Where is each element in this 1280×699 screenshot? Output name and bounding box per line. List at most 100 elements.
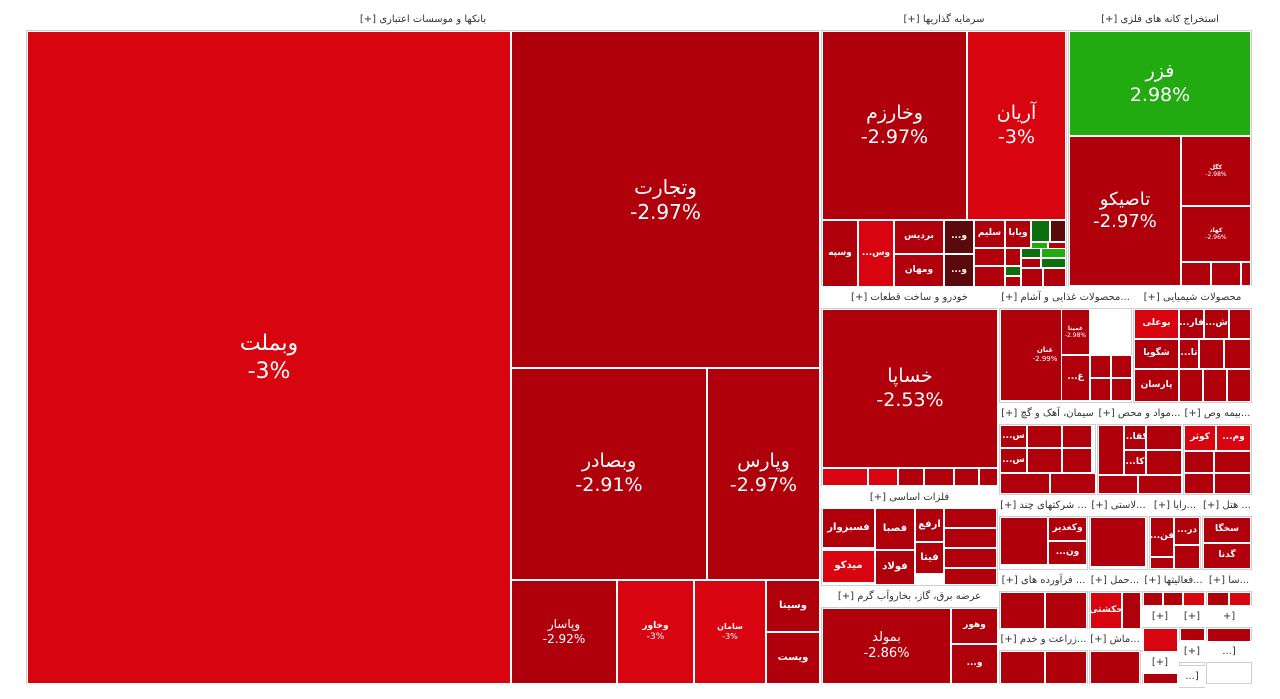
stock-tile-unlabeled[interactable] [1183, 592, 1205, 606]
stock-tile-unlabeled[interactable] [944, 508, 997, 528]
stock-tile-unlabeled[interactable] [1143, 592, 1163, 606]
sector-header-s5[interactable]: [+] [1142, 653, 1178, 674]
sector-header-pharma[interactable]: ...رایا [+] [1149, 496, 1201, 517]
stock-tile-unlabeled[interactable] [1027, 448, 1062, 473]
stock-tile-vyaba[interactable]: ویابا [1005, 220, 1031, 248]
stock-tile-ghmina[interactable]: غمینا -2.98% [1061, 309, 1090, 355]
sector-header-s3[interactable]: [+ [1206, 607, 1252, 628]
stock-tile-von[interactable]: ...ون [1048, 541, 1087, 565]
stock-tile-kehad[interactable]: کهاد -2.96% [1181, 206, 1251, 262]
stock-tile-unlabeled[interactable] [1111, 378, 1132, 401]
stock-tile-vovo[interactable]: ...و [951, 644, 998, 684]
stock-tile-unlabeled[interactable] [868, 468, 898, 486]
stock-tile-fasba[interactable]: فصبا [875, 508, 915, 550]
stock-tile-unlabeled[interactable] [1000, 517, 1048, 565]
stock-tile-unlabeled[interactable] [1214, 473, 1251, 494]
sector-header-invest[interactable]: سرمایه گذاریها [+] [821, 10, 1067, 31]
stock-tile-ghe[interactable]: ...غ [1061, 355, 1090, 401]
stock-tile-saman[interactable]: سامان -3% [694, 580, 766, 684]
stock-tile-unlabeled[interactable] [1098, 475, 1138, 494]
stock-tile-mydko[interactable]: میدکو [822, 550, 875, 583]
stock-tile-kaqa[interactable]: ...کقا [1124, 425, 1146, 450]
stock-tile-sakha[interactable]: سخگا [1203, 517, 1251, 543]
stock-tile-foolad[interactable]: فولاد [875, 550, 915, 585]
stock-tile-kowsar[interactable]: کوثر [1184, 425, 1216, 451]
stock-tile-unlabeled[interactable] [1229, 309, 1251, 339]
stock-tile-vo2[interactable]: ...و [944, 254, 974, 287]
stock-tile-unlabeled[interactable] [1199, 339, 1224, 369]
stock-tile-unlabeled[interactable] [1138, 475, 1182, 494]
stock-tile-unlabeled[interactable] [1146, 450, 1182, 475]
stock-tile-unlabeled[interactable] [1143, 628, 1178, 652]
stock-tile-unlabeled[interactable] [1021, 268, 1043, 287]
sector-header-activ[interactable]: ...فعالیتها [+] [1142, 571, 1205, 592]
stock-tile-unlabeled[interactable] [1021, 248, 1041, 258]
stock-tile-unlabeled[interactable] [944, 568, 997, 585]
stock-tile-unlabeled[interactable] [1163, 592, 1183, 606]
sector-header-s6[interactable]: [+] [1179, 642, 1205, 663]
stock-tile-unlabeled[interactable] [1180, 628, 1205, 641]
stock-tile-unlabeled[interactable] [1027, 425, 1062, 448]
stock-tile-unlabeled[interactable] [1021, 258, 1041, 268]
stock-tile-fan[interactable]: ...فن [1150, 517, 1174, 557]
stock-tile-unlabeled[interactable] [1184, 451, 1214, 473]
stock-tile-unlabeled[interactable] [1090, 355, 1111, 378]
stock-tile-unlabeled[interactable] [1111, 355, 1132, 378]
stock-tile-unlabeled[interactable] [1150, 557, 1174, 569]
stock-tile-unlabeled[interactable] [974, 248, 1005, 266]
stock-tile-unlabeled[interactable] [1174, 545, 1200, 569]
stock-tile-unlabeled[interactable] [1005, 266, 1021, 276]
stock-tile-shta[interactable]: ...تا [1179, 339, 1199, 369]
sector-header-agri[interactable]: ...زراعت و خدم [+] [999, 630, 1088, 651]
sector-header-chem[interactable]: محصولات شیمیایی [+] [1133, 288, 1252, 309]
sector-header-s1[interactable]: [+] [1142, 607, 1178, 628]
stock-tile-shsh[interactable]: ...ش [1204, 309, 1229, 339]
stock-tile-unlabeled[interactable] [1227, 369, 1251, 402]
stock-tile-vsapeh[interactable]: وسپه [822, 220, 858, 287]
stock-tile-unlabeled[interactable] [1224, 339, 1251, 369]
stock-tile-unlabeled[interactable] [924, 468, 954, 486]
stock-tile-unlabeled[interactable] [898, 468, 924, 486]
stock-tile-vbmelat[interactable]: وبملت -3% [27, 31, 511, 684]
sector-header-auto[interactable]: خودرو و ساخت قطعات [+] [821, 288, 998, 309]
stock-tile-shgoya[interactable]: شگویا [1134, 339, 1179, 369]
sector-header-mining[interactable]: استخراج کانه های فلزی [+] [1068, 10, 1252, 31]
stock-tile-unlabeled[interactable] [1203, 369, 1227, 402]
stock-tile-arfa[interactable]: ارفع [915, 508, 944, 542]
stock-tile-tasico[interactable]: تاصیکو -2.97% [1069, 136, 1181, 286]
stock-tile-vhor[interactable]: وهور [951, 608, 998, 644]
stock-tile-unlabeled[interactable] [822, 468, 868, 486]
stock-tile-unlabeled[interactable] [1143, 673, 1178, 684]
stock-tile-unlabeled[interactable] [1062, 448, 1092, 473]
stock-tile-unlabeled[interactable] [1000, 473, 1050, 494]
stock-tile-fita[interactable]: فیتا [915, 542, 944, 574]
stock-tile-unlabeled[interactable] [1050, 473, 1096, 494]
stock-tile-vom[interactable]: ...وم [1216, 425, 1251, 451]
stock-tile-kegol[interactable]: کگل -2.98% [1181, 136, 1251, 206]
stock-tile-shfar[interactable]: ...فار [1179, 309, 1204, 339]
stock-tile-bardis[interactable]: بردیس [894, 220, 944, 254]
stock-tile-unlabeled[interactable] [1229, 592, 1251, 606]
sector-header-cement[interactable]: سیمان، آهک و گچ [+] [999, 404, 1096, 425]
stock-tile-unlabeled[interactable] [1005, 276, 1021, 287]
stock-tile-vsina[interactable]: وسینا [766, 580, 820, 632]
stock-tile-vpars[interactable]: وپارس -2.97% [707, 368, 820, 580]
sector-header-s8[interactable]: [... [1206, 642, 1252, 663]
stock-tile-unlabeled[interactable] [1041, 248, 1066, 258]
stock-tile-unlabeled[interactable] [1207, 592, 1229, 606]
stock-tile-unlabeled[interactable] [1031, 220, 1050, 242]
stock-tile-unlabeled[interactable] [1090, 651, 1140, 684]
stock-tile-vos[interactable]: ...وس [858, 220, 894, 287]
stock-tile-unlabeled[interactable] [1050, 220, 1066, 242]
stock-tile-unlabeled[interactable] [954, 468, 979, 486]
stock-tile-vtejarat[interactable]: وتجارت -2.97% [511, 31, 820, 368]
sector-header-power[interactable]: عرضه برق، گاز، بخاروآب گرم [+] [821, 587, 998, 608]
stock-tile-vbsader[interactable]: وبصادر -2.91% [511, 368, 707, 580]
stock-tile-hakeshti[interactable]: حکشتی [1090, 592, 1122, 629]
stock-tile-fasbzevar[interactable]: فسبزوار [822, 508, 875, 548]
stock-tile-unlabeled[interactable] [1062, 425, 1092, 448]
sector-header-s2[interactable]: [+] [1179, 607, 1205, 628]
stock-tile-vmahan[interactable]: ومهان [894, 254, 944, 287]
stock-tile-unlabeled[interactable] [1179, 369, 1203, 402]
sector-header-multi[interactable]: ... شرکتهای چند [+] [999, 496, 1088, 517]
